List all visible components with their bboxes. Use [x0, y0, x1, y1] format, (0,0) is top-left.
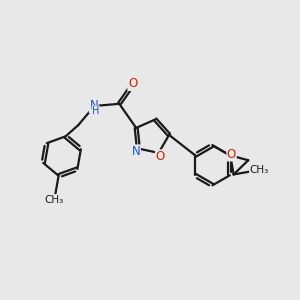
- Text: H: H: [92, 106, 100, 116]
- Text: CH₃: CH₃: [45, 195, 64, 205]
- Text: O: O: [128, 77, 137, 90]
- Text: CH₃: CH₃: [250, 165, 269, 175]
- Text: N: N: [132, 145, 140, 158]
- Text: N: N: [89, 100, 98, 112]
- Text: O: O: [227, 148, 236, 161]
- Text: O: O: [155, 150, 165, 163]
